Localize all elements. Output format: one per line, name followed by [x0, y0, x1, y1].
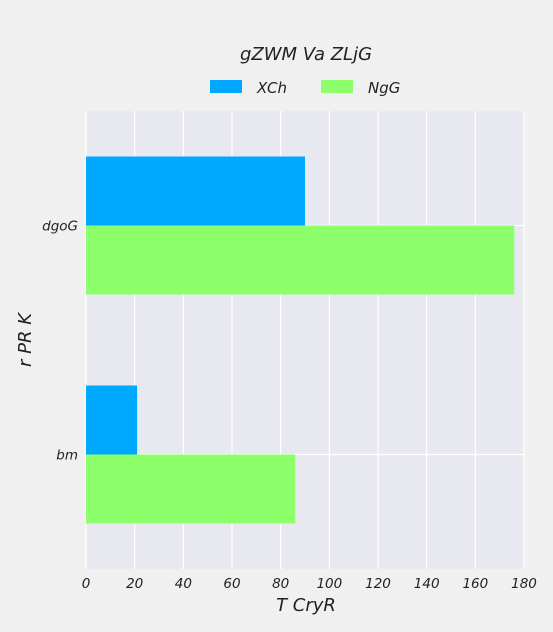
x-tick-label-40: 40 — [175, 576, 192, 592]
chart-title: gZWM Va ZLjG — [240, 44, 372, 65]
x-axis-label: T CryR — [276, 595, 336, 616]
x-tick-label-180: 180 — [511, 576, 537, 592]
x-axis-ticks: 0 20 40 60 80 100 120 140 160 180 — [82, 576, 537, 592]
x-tick-label-80: 80 — [272, 576, 289, 592]
bars — [86, 156, 515, 524]
legend-swatch-ngg — [321, 80, 353, 93]
legend-label-xch: XCh — [256, 79, 287, 97]
y-tick-label-dgoG: dgoG — [42, 219, 78, 235]
x-tick-label-100: 100 — [316, 576, 342, 592]
y-tick-label-bm: bm — [56, 448, 78, 464]
bar-ngg-bm — [86, 454, 296, 524]
y-axis-ticks: dgoG bm — [42, 219, 78, 464]
x-tick-label-160: 160 — [462, 576, 488, 592]
y-axis-label: r PR K — [15, 312, 36, 367]
bar-ngg-dgog — [86, 225, 515, 295]
x-tick-label-120: 120 — [365, 576, 391, 592]
x-tick-label-20: 20 — [126, 576, 143, 592]
legend-swatch-xch — [210, 80, 242, 93]
legend-label-ngg: NgG — [368, 79, 400, 97]
x-tick-label-60: 60 — [223, 576, 240, 592]
legend: XCh NgG — [210, 79, 400, 97]
x-tick-label-0: 0 — [82, 576, 91, 592]
x-tick-label-140: 140 — [414, 576, 440, 592]
bar-xch-dgog — [86, 156, 305, 226]
bar-xch-bm — [86, 385, 138, 455]
